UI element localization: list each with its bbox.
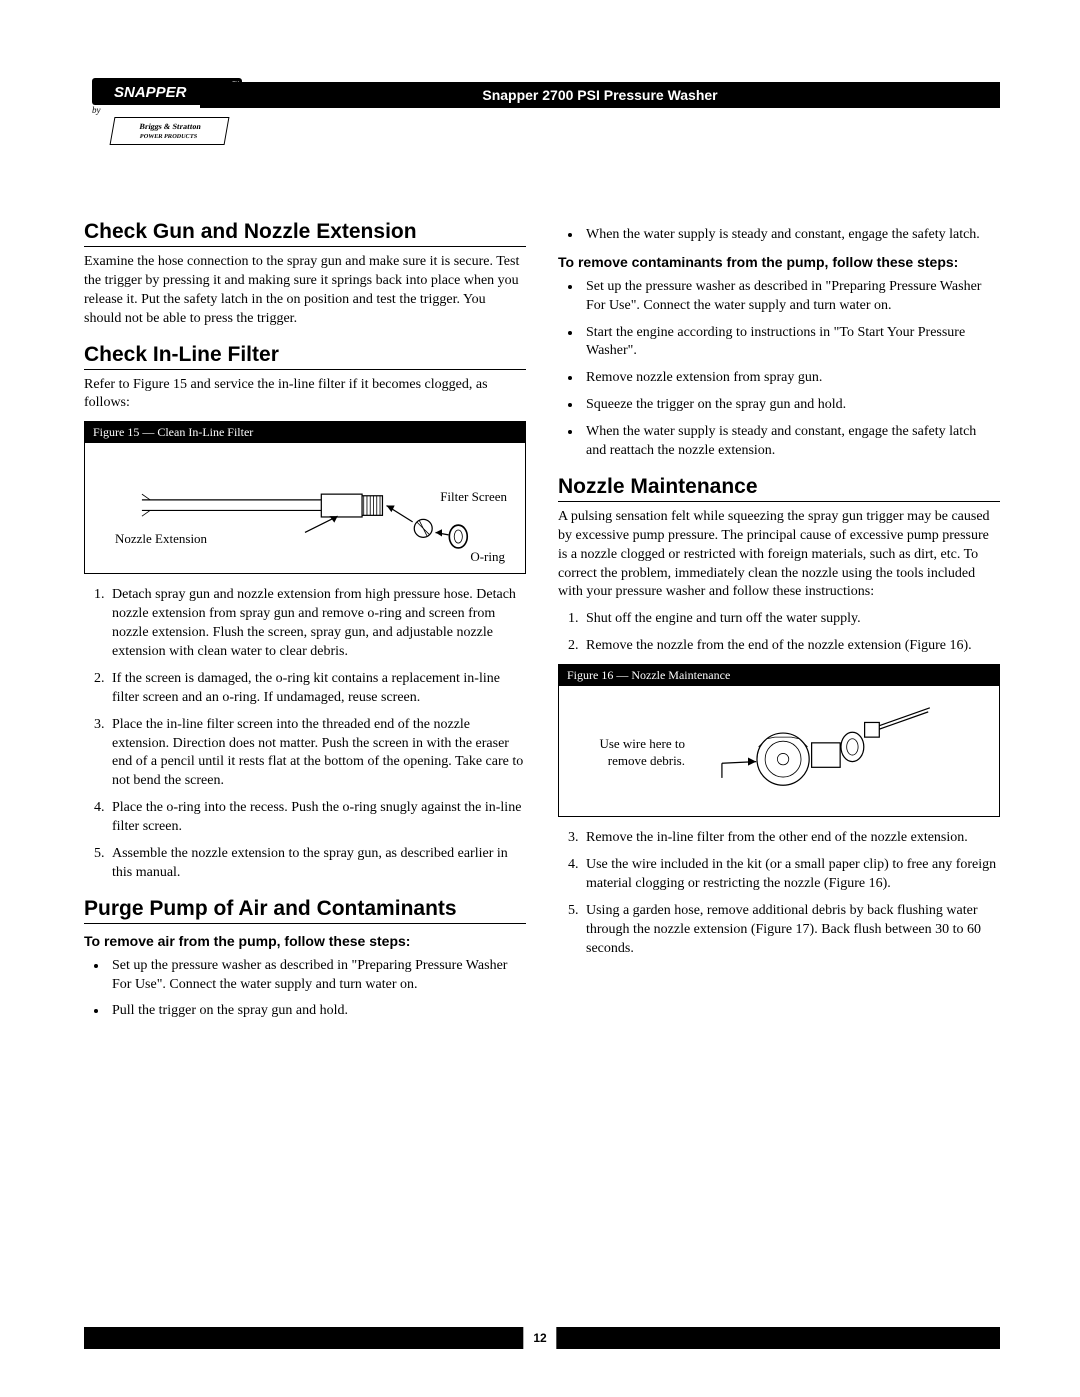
figure-15-body: Filter Screen Nozzle Extension O-ring xyxy=(85,443,525,573)
remove-contaminants-list: Set up the pressure washer as described … xyxy=(582,278,1000,461)
figure-16-caption: Figure 16 — Nozzle Maintenance xyxy=(559,665,999,686)
para-check-gun: Examine the hose connection to the spray… xyxy=(84,253,526,329)
fig15-label-filter: Filter Screen xyxy=(440,489,507,505)
list-item: Remove nozzle extension from spray gun. xyxy=(582,369,1000,388)
content-columns: Check Gun and Nozzle Extension Examine t… xyxy=(84,220,1000,1029)
list-item: Start the engine according to instructio… xyxy=(582,324,1000,362)
brand-name: SNAPPER xyxy=(114,84,187,101)
figure-16-body: Use wire here to remove debris. xyxy=(559,686,999,816)
nozzle-steps-top: Shut off the engine and turn off the wat… xyxy=(582,610,1000,656)
list-item: Place the o-ring into the recess. Push t… xyxy=(108,799,526,837)
header-bar: Snapper 2700 PSI Pressure Washer xyxy=(200,82,1000,108)
page-number: 12 xyxy=(523,1327,556,1349)
list-item: Shut off the engine and turn off the wat… xyxy=(582,610,1000,629)
list-item: Use the wire included in the kit (or a s… xyxy=(582,856,1000,894)
left-column: Check Gun and Nozzle Extension Examine t… xyxy=(84,220,526,1029)
list-item: Using a garden hose, remove additional d… xyxy=(582,902,1000,959)
remove-air-list: Set up the pressure washer as described … xyxy=(108,957,526,1022)
figure-16: Figure 16 — Nozzle Maintenance xyxy=(558,664,1000,817)
list-item: Pull the trigger on the spray gun and ho… xyxy=(108,1002,526,1021)
list-item: Set up the pressure washer as described … xyxy=(108,957,526,995)
heading-check-gun: Check Gun and Nozzle Extension xyxy=(84,220,526,247)
bold-remove-air: To remove air from the pump, follow thes… xyxy=(84,932,526,951)
list-item: When the water supply is steady and cons… xyxy=(582,226,1000,245)
para-check-filter: Refer to Figure 15 and service the in-li… xyxy=(84,376,526,414)
fig15-label-nozzle: Nozzle Extension xyxy=(115,531,207,547)
list-item: Place the in-line filter screen into the… xyxy=(108,716,526,792)
nozzle-steps-bottom: Remove the in-line filter from the other… xyxy=(582,829,1000,958)
right-top-list: When the water supply is steady and cons… xyxy=(582,226,1000,245)
list-item: Detach spray gun and nozzle extension fr… xyxy=(108,586,526,662)
list-item: When the water supply is steady and cons… xyxy=(582,423,1000,461)
heading-purge: Purge Pump of Air and Contaminants xyxy=(84,897,526,924)
fig16-label: Use wire here to remove debris. xyxy=(575,736,685,770)
figure-15-caption: Figure 15 — Clean In-Line Filter xyxy=(85,422,525,443)
heading-check-filter: Check In-Line Filter xyxy=(84,343,526,370)
heading-nozzle-maint: Nozzle Maintenance xyxy=(558,475,1000,502)
header-title: Snapper 2700 PSI Pressure Washer xyxy=(482,87,717,103)
filter-steps-list: Detach spray gun and nozzle extension fr… xyxy=(108,586,526,882)
brand-bottom: Briggs & Stratton POWER PRODUCTS xyxy=(110,117,230,145)
list-item: Remove the nozzle from the end of the no… xyxy=(582,637,1000,656)
list-item: Squeeze the trigger on the spray gun and… xyxy=(582,396,1000,415)
figure-15: Figure 15 — Clean In-Line Filter xyxy=(84,421,526,574)
bold-remove-contaminants: To remove contaminants from the pump, fo… xyxy=(558,253,1000,272)
right-column: When the water supply is steady and cons… xyxy=(558,220,1000,1029)
fig15-label-oring: O-ring xyxy=(470,549,505,565)
list-item: Assemble the nozzle extension to the spr… xyxy=(108,845,526,883)
list-item: If the screen is damaged, the o-ring kit… xyxy=(108,670,526,708)
list-item: Remove the in-line filter from the other… xyxy=(582,829,1000,848)
list-item: Set up the pressure washer as described … xyxy=(582,278,1000,316)
para-nozzle-maint: A pulsing sensation felt while squeezing… xyxy=(558,508,1000,602)
